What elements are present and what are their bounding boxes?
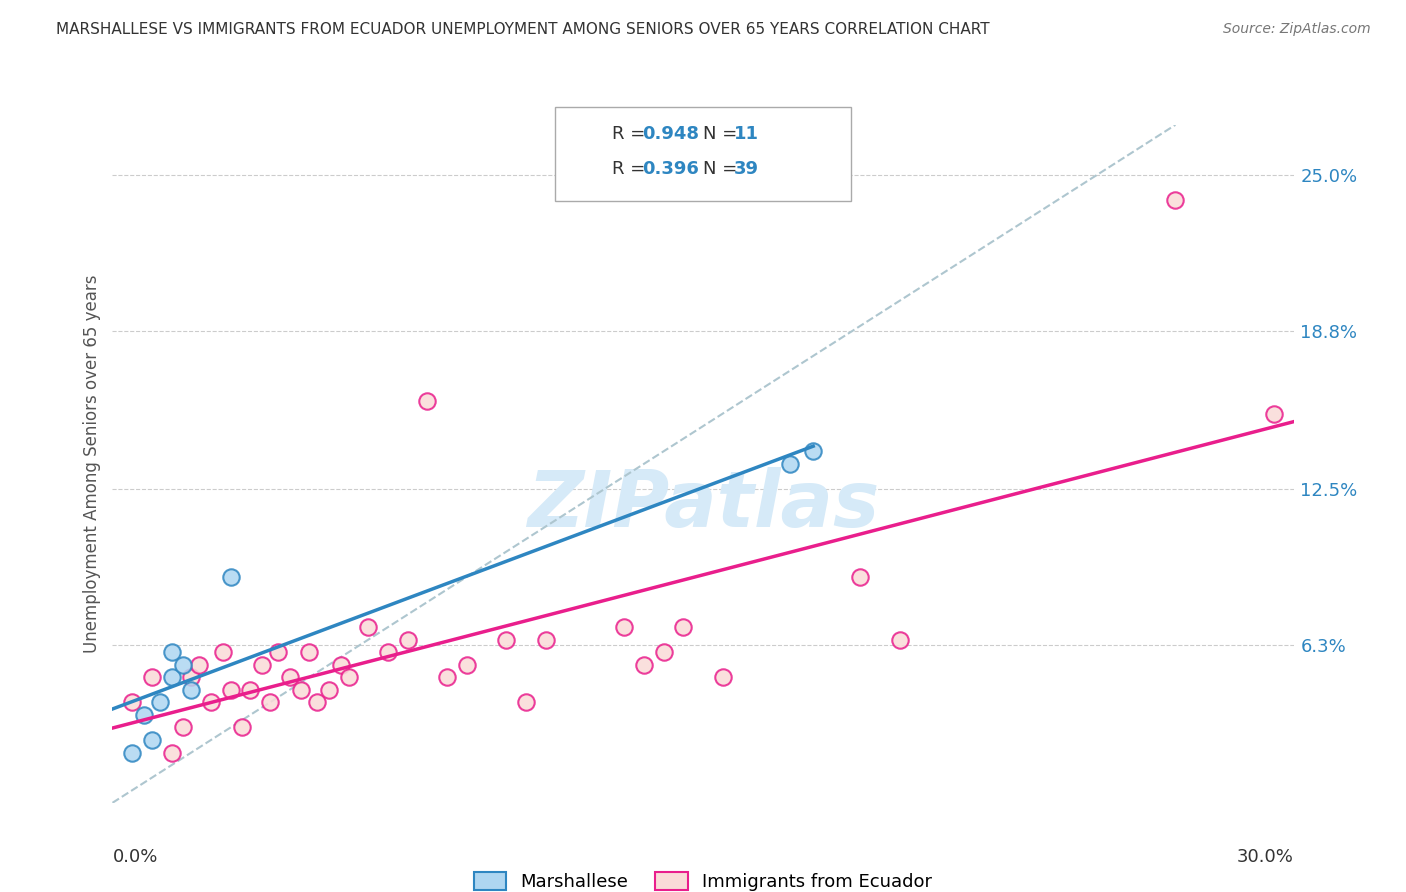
Point xyxy=(160,670,183,684)
Point xyxy=(515,695,537,709)
Text: ZIPatlas: ZIPatlas xyxy=(527,467,879,542)
Point xyxy=(456,657,478,672)
Point xyxy=(633,657,655,672)
Point xyxy=(219,682,242,697)
Point xyxy=(211,645,233,659)
Text: N =: N = xyxy=(703,125,742,143)
Text: 0.396: 0.396 xyxy=(643,161,699,178)
Point xyxy=(1263,407,1285,421)
Point xyxy=(1164,193,1187,207)
Point xyxy=(141,733,163,747)
Point xyxy=(149,695,172,709)
Point xyxy=(239,682,262,697)
Text: 0.0%: 0.0% xyxy=(112,848,157,866)
Text: R =: R = xyxy=(612,161,651,178)
Point xyxy=(613,620,636,634)
Text: MARSHALLESE VS IMMIGRANTS FROM ECUADOR UNEMPLOYMENT AMONG SENIORS OVER 65 YEARS : MARSHALLESE VS IMMIGRANTS FROM ECUADOR U… xyxy=(56,22,990,37)
Point xyxy=(180,682,202,697)
Point xyxy=(318,682,340,697)
Point xyxy=(200,695,222,709)
Point xyxy=(219,570,242,584)
Point xyxy=(121,746,143,760)
Point xyxy=(849,570,872,584)
Text: 39: 39 xyxy=(734,161,759,178)
Text: R =: R = xyxy=(612,125,651,143)
Point xyxy=(711,670,734,684)
Point xyxy=(132,707,155,722)
Point xyxy=(652,645,675,659)
Point xyxy=(267,645,290,659)
Point xyxy=(290,682,312,697)
Point xyxy=(377,645,399,659)
Point xyxy=(160,645,183,659)
Point xyxy=(329,657,352,672)
Point xyxy=(672,620,695,634)
Point xyxy=(180,670,202,684)
Text: Source: ZipAtlas.com: Source: ZipAtlas.com xyxy=(1223,22,1371,37)
Point xyxy=(121,695,143,709)
Point xyxy=(889,632,911,647)
Text: 0.948: 0.948 xyxy=(643,125,700,143)
Point xyxy=(141,670,163,684)
Text: 11: 11 xyxy=(734,125,759,143)
Point xyxy=(278,670,301,684)
Point xyxy=(172,721,194,735)
Point xyxy=(779,457,801,471)
Legend: Marshallese, Immigrants from Ecuador: Marshallese, Immigrants from Ecuador xyxy=(464,863,942,892)
Y-axis label: Unemployment Among Seniors over 65 years: Unemployment Among Seniors over 65 years xyxy=(83,275,101,653)
Text: 30.0%: 30.0% xyxy=(1237,848,1294,866)
Point xyxy=(534,632,557,647)
Point xyxy=(357,620,380,634)
Point xyxy=(337,670,360,684)
Point xyxy=(298,645,321,659)
Point xyxy=(495,632,517,647)
Point xyxy=(307,695,329,709)
Point xyxy=(172,657,194,672)
Point xyxy=(801,444,824,458)
Point xyxy=(160,746,183,760)
Point xyxy=(396,632,419,647)
Point xyxy=(231,721,253,735)
Text: N =: N = xyxy=(703,161,742,178)
Point xyxy=(259,695,281,709)
Point xyxy=(416,394,439,409)
Point xyxy=(436,670,458,684)
Point xyxy=(188,657,211,672)
Point xyxy=(250,657,273,672)
